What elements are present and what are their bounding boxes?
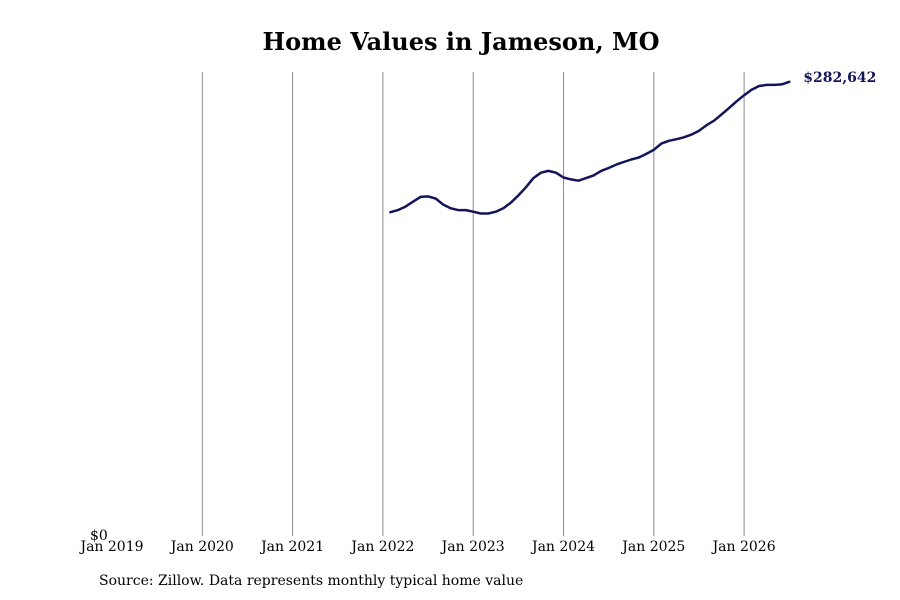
x-tick-label: Jan 2025 xyxy=(620,539,685,555)
source-note: Source: Zillow. Data represents monthly … xyxy=(99,573,524,589)
x-tick-label: Jan 2019 xyxy=(78,539,143,555)
x-tick-label: Jan 2023 xyxy=(440,539,505,555)
chart-title: Home Values in Jameson, MO xyxy=(262,27,660,56)
x-tick-label: Jan 2021 xyxy=(259,539,324,555)
x-tick-label: Jan 2022 xyxy=(349,539,414,555)
series-line xyxy=(389,80,791,215)
x-tick-label: Jan 2024 xyxy=(530,539,595,555)
x-tick-label: Jan 2020 xyxy=(169,539,234,555)
last-value-label: $282,642 xyxy=(803,70,876,86)
x-tick-label: Jan 2026 xyxy=(711,539,776,555)
y-tick-label: $0 xyxy=(90,528,108,544)
